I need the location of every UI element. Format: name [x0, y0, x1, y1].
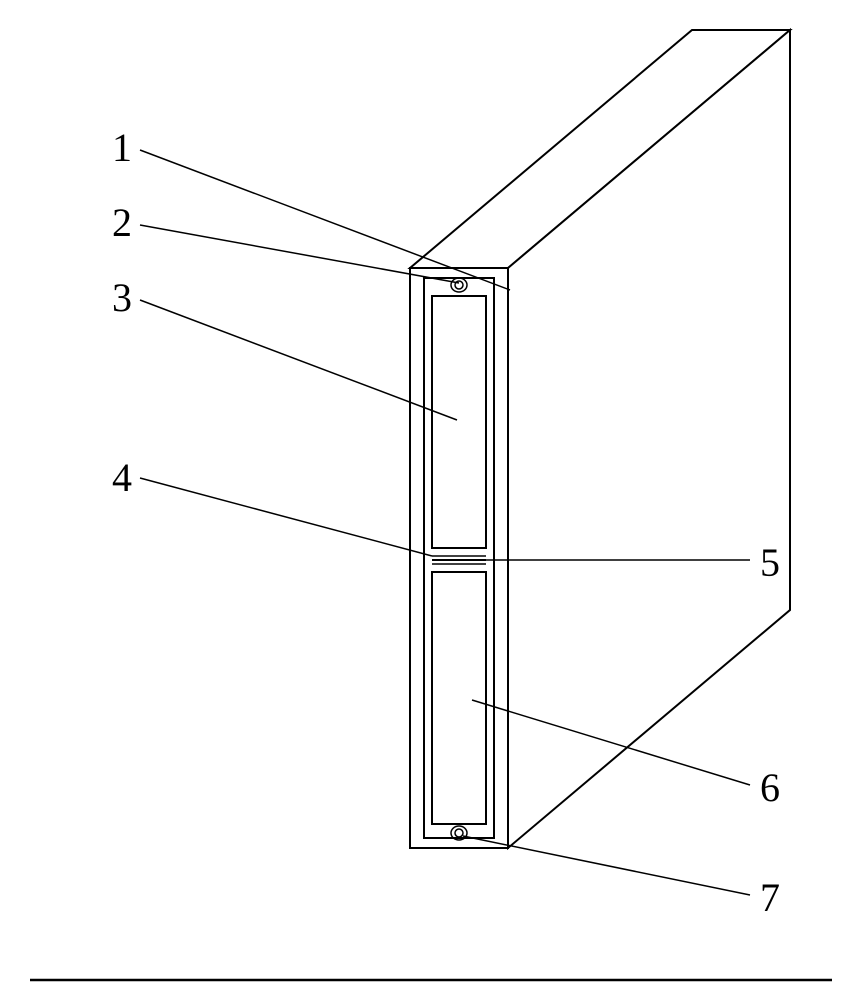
leader-line-2: [140, 225, 459, 283]
callout-label-4: 4: [112, 454, 132, 501]
callout-label-5: 5: [760, 539, 780, 586]
callout-label-6: 6: [760, 764, 780, 811]
callout-label-3: 3: [112, 274, 132, 321]
callout-label-2: 2: [112, 199, 132, 246]
inner-slot-assembly: [424, 278, 494, 840]
leader-line-7: [463, 836, 750, 895]
lower-panel: [432, 572, 486, 824]
callout-label-7: 7: [760, 874, 780, 921]
leader-line-1: [140, 150, 510, 290]
callout-label-1: 1: [112, 124, 132, 171]
leader-line-4: [140, 478, 432, 556]
upper-panel: [432, 296, 486, 548]
